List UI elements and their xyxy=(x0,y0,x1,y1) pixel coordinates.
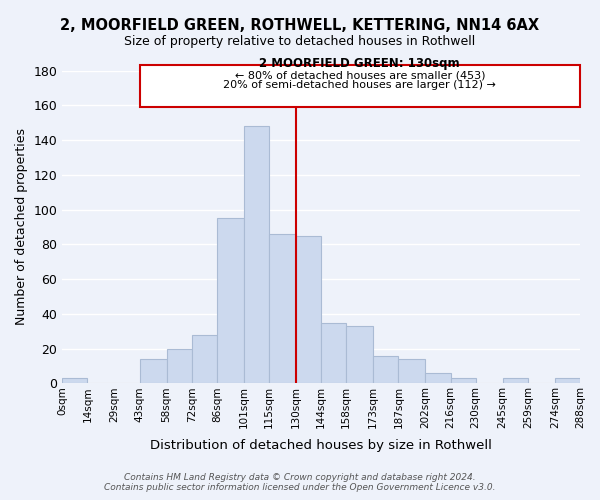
Bar xyxy=(192,335,217,384)
Bar xyxy=(140,359,167,384)
Text: Size of property relative to detached houses in Rothwell: Size of property relative to detached ho… xyxy=(124,35,476,48)
Y-axis label: Number of detached properties: Number of detached properties xyxy=(15,128,28,326)
Bar xyxy=(398,359,425,384)
Bar xyxy=(346,326,373,384)
Bar xyxy=(269,234,296,384)
Bar xyxy=(321,322,346,384)
Text: Contains HM Land Registry data © Crown copyright and database right 2024.
Contai: Contains HM Land Registry data © Crown c… xyxy=(104,473,496,492)
Bar xyxy=(425,373,451,384)
Bar xyxy=(451,378,476,384)
Bar xyxy=(62,378,88,384)
Text: 2, MOORFIELD GREEN, ROTHWELL, KETTERING, NN14 6AX: 2, MOORFIELD GREEN, ROTHWELL, KETTERING,… xyxy=(61,18,539,32)
Text: ← 80% of detached houses are smaller (453): ← 80% of detached houses are smaller (45… xyxy=(235,70,485,80)
Bar xyxy=(217,218,244,384)
Text: 20% of semi-detached houses are larger (112) →: 20% of semi-detached houses are larger (… xyxy=(223,80,496,90)
Bar xyxy=(296,236,321,384)
Bar xyxy=(555,378,580,384)
FancyBboxPatch shape xyxy=(140,66,580,107)
X-axis label: Distribution of detached houses by size in Rothwell: Distribution of detached houses by size … xyxy=(150,440,492,452)
Bar xyxy=(244,126,269,384)
Bar xyxy=(167,348,192,384)
Bar xyxy=(503,378,528,384)
Bar xyxy=(373,356,398,384)
Text: 2 MOORFIELD GREEN: 130sqm: 2 MOORFIELD GREEN: 130sqm xyxy=(259,58,460,70)
